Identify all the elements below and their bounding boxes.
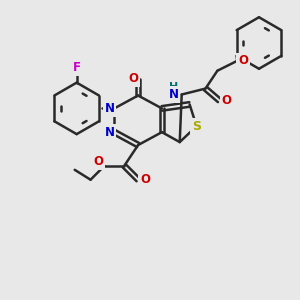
Text: N: N [169,88,179,101]
Text: N: N [104,102,114,115]
Text: O: O [238,54,248,67]
Text: F: F [73,61,81,74]
Text: O: O [94,155,103,168]
Text: O: O [221,94,231,107]
Text: S: S [192,120,201,133]
Text: H: H [169,82,178,92]
Text: N: N [104,126,114,139]
Text: O: O [128,72,138,85]
Text: O: O [140,173,150,186]
